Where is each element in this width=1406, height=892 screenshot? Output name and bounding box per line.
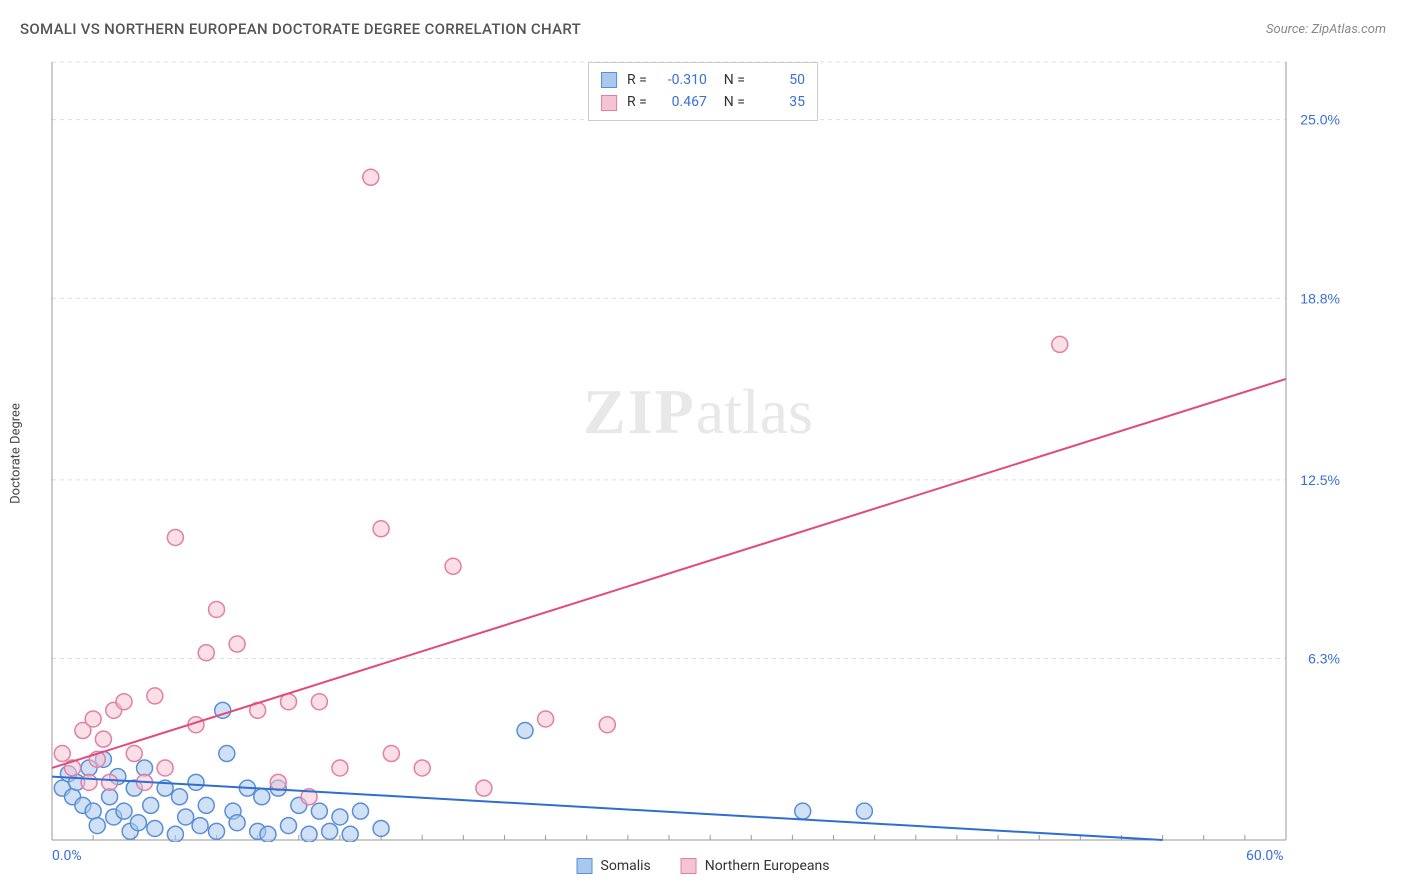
- legend-row-1: R = -0.310 N = 50: [601, 69, 805, 91]
- swatch-series-0: [601, 72, 617, 88]
- x-axis-min: 0.0%: [52, 848, 82, 864]
- svg-text:18.8%: 18.8%: [1300, 290, 1340, 306]
- legend-item-northern-europeans: Northern Europeans: [681, 858, 830, 874]
- r-value-1: 0.467: [657, 91, 707, 113]
- legend-item-somalis: Somalis: [577, 858, 651, 874]
- legend-label-somalis: Somalis: [601, 858, 651, 874]
- legend-row-2: R = 0.467 N = 35: [601, 91, 805, 113]
- r-label: R =: [627, 91, 647, 113]
- series-legend: Somalis Northern Europeans: [577, 858, 830, 874]
- swatch-somalis: [577, 858, 593, 874]
- chart-header: SOMALI VS NORTHERN EUROPEAN DOCTORATE DE…: [20, 20, 1386, 38]
- source-label: Source:: [1266, 22, 1311, 37]
- x-axis-max: 60.0%: [1246, 848, 1284, 864]
- chart-svg: 6.3% 12.5% 18.8% 25.0%: [50, 60, 1346, 842]
- source-value: ZipAtlas.com: [1311, 22, 1386, 37]
- chart-source: Source: ZipAtlas.com: [1266, 22, 1386, 37]
- n-value-1: 35: [755, 91, 805, 113]
- svg-text:12.5%: 12.5%: [1300, 472, 1340, 488]
- r-value-0: -0.310: [657, 69, 707, 91]
- n-label: N =: [717, 91, 745, 113]
- y-axis-label: Doctorate Degree: [9, 403, 24, 504]
- swatch-series-1: [601, 95, 617, 111]
- n-value-0: 50: [755, 69, 805, 91]
- legend-label-ne: Northern Europeans: [705, 858, 830, 874]
- svg-text:25.0%: 25.0%: [1300, 112, 1340, 128]
- n-label: N =: [717, 69, 745, 91]
- correlation-legend: R = -0.310 N = 50 R = 0.467 N = 35: [588, 62, 818, 121]
- chart-title: SOMALI VS NORTHERN EUROPEAN DOCTORATE DE…: [20, 20, 581, 38]
- chart-plot-area: ZIPatlas 6.3%12.5%18.8%25.0%: [50, 60, 1346, 842]
- swatch-northern-europeans: [681, 858, 697, 874]
- svg-text:6.3%: 6.3%: [1308, 650, 1340, 666]
- r-label: R =: [627, 69, 647, 91]
